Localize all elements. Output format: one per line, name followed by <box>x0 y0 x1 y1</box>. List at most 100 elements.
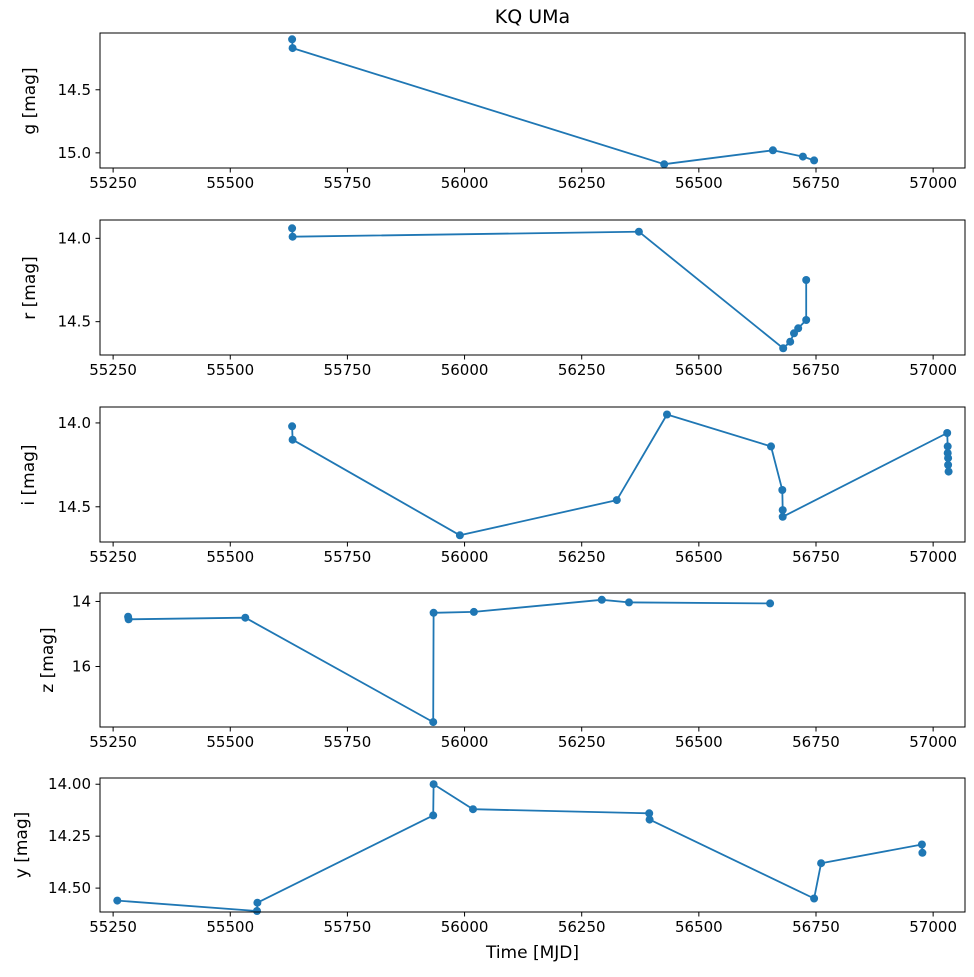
data-point-i <box>943 429 952 437</box>
data-point-y <box>469 805 477 814</box>
x-tick-label-r: 56750 <box>792 361 840 379</box>
data-point-r <box>802 276 811 284</box>
x-tick-label-y: 56000 <box>441 918 489 936</box>
x-tick-label-z: 56750 <box>792 733 840 751</box>
panel-frame-y <box>99 777 966 913</box>
x-tick-label-r: 56000 <box>441 361 489 379</box>
data-point-i <box>663 410 671 419</box>
y-tick-label-g: 15.0 <box>58 144 91 162</box>
x-tick-label-y: 55250 <box>89 918 137 936</box>
x-tick-label-g: 56500 <box>675 174 723 192</box>
y-tick-label-z: 14 <box>72 592 91 610</box>
data-point-z <box>429 718 438 727</box>
x-tick-label-i: 56000 <box>441 548 489 566</box>
x-tick-label-g: 56250 <box>558 174 606 192</box>
data-point-i <box>288 435 297 444</box>
data-line-r <box>291 228 808 350</box>
data-point-z <box>124 615 133 624</box>
x-tick-label-i: 55500 <box>206 548 254 566</box>
y-tick-label-i: 14.5 <box>58 498 91 516</box>
x-tick-label-z: 56500 <box>675 733 723 751</box>
x-tick-label-r: 56500 <box>675 361 723 379</box>
x-tick-label-g: 57000 <box>909 174 957 192</box>
x-tick-label-z: 55500 <box>206 733 254 751</box>
data-point-i <box>944 467 953 476</box>
data-point-z <box>597 595 606 604</box>
data-point-i <box>767 442 775 451</box>
y-axis-label-i: i [mag] <box>19 443 39 506</box>
x-tick-label-g: 56750 <box>792 174 840 192</box>
y-tick-label-g: 14.5 <box>58 81 91 99</box>
x-tick-label-i: 55750 <box>324 548 372 566</box>
data-point-y <box>645 815 654 824</box>
x-tick-label-y: 55750 <box>324 918 372 936</box>
data-point-i <box>944 460 953 469</box>
data-point-r <box>634 227 643 236</box>
data-point-y <box>918 848 927 857</box>
data-point-z <box>241 613 250 622</box>
data-point-r <box>794 324 803 333</box>
data-point-y <box>429 811 438 820</box>
data-point-i <box>612 496 621 505</box>
x-tick-label-r: 55750 <box>324 361 372 379</box>
data-point-y <box>645 809 654 818</box>
y-tick-label-r: 14.0 <box>58 229 91 247</box>
x-tick-label-y: 56250 <box>558 918 606 936</box>
x-tick-label-z: 56250 <box>558 733 606 751</box>
y-axis-label-r: r [mag] <box>20 255 40 320</box>
data-point-i <box>288 422 297 431</box>
data-point-r <box>779 344 788 353</box>
x-tick-label-r: 57000 <box>909 361 957 379</box>
data-point-y <box>113 896 122 905</box>
data-point-g <box>798 152 807 161</box>
data-point-i <box>778 486 787 494</box>
panel-frame-g <box>99 32 966 169</box>
data-point-r <box>288 232 297 241</box>
data-point-y <box>253 898 262 907</box>
x-tick-label-y: 56500 <box>675 918 723 936</box>
x-tick-label-z: 55250 <box>89 733 137 751</box>
y-tick-label-y: 14.25 <box>48 827 91 845</box>
data-point-g <box>288 35 297 44</box>
chart-title: KQ UMa <box>494 6 571 28</box>
x-axis-label: Time [MJD] <box>485 943 580 963</box>
x-tick-label-y: 55500 <box>206 918 254 936</box>
x-tick-label-g: 55750 <box>324 174 372 192</box>
x-tick-label-z: 57000 <box>909 733 957 751</box>
data-point-i <box>943 442 952 451</box>
data-point-z <box>625 598 633 607</box>
y-tick-label-r: 14.5 <box>58 313 91 331</box>
panel-frame-r <box>99 219 966 356</box>
x-tick-label-r: 56250 <box>558 361 606 379</box>
data-point-z <box>429 608 438 617</box>
data-point-i <box>944 454 953 463</box>
data-point-y <box>917 840 926 849</box>
data-point-g <box>660 160 669 169</box>
x-tick-label-r: 55250 <box>89 361 137 379</box>
x-tick-label-g: 56000 <box>441 174 489 192</box>
x-tick-label-y: 56750 <box>792 918 840 936</box>
x-tick-label-i: 56500 <box>675 548 723 566</box>
data-point-y <box>817 859 826 868</box>
data-point-y <box>253 907 261 915</box>
data-point-y <box>429 780 438 789</box>
data-line-z <box>127 598 771 723</box>
y-tick-label-i: 14.0 <box>58 414 91 432</box>
data-point-r <box>786 337 795 346</box>
data-line-y <box>117 783 924 912</box>
x-tick-label-z: 56000 <box>441 733 489 751</box>
y-tick-label-y: 14.50 <box>48 879 91 897</box>
panel-frame-i <box>99 406 966 543</box>
data-point-g <box>768 146 777 155</box>
x-tick-label-i: 56750 <box>792 548 840 566</box>
y-axis-label-z: z [mag] <box>38 627 58 693</box>
data-point-z <box>469 607 478 616</box>
data-point-z <box>766 599 775 608</box>
x-tick-label-y: 57000 <box>909 918 957 936</box>
data-point-g <box>810 156 819 165</box>
x-tick-label-r: 55500 <box>206 361 254 379</box>
x-tick-label-i: 57000 <box>909 548 957 566</box>
x-tick-label-i: 55250 <box>89 548 137 566</box>
